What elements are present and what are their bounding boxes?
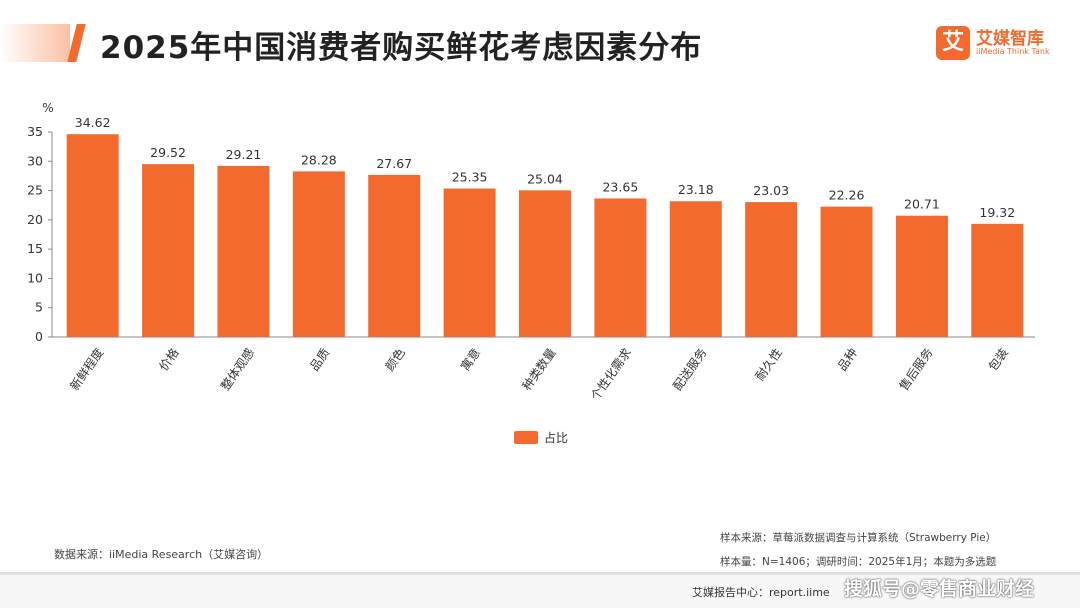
logo-mark-icon: 艾: [936, 26, 970, 60]
logo-name: 艾媒智库: [976, 29, 1044, 49]
y-tick-label: 5: [35, 300, 43, 315]
header: 2025年中国消费者购买鲜花考虑因素分布 艾 艾媒智库 iiMedia Thin…: [0, 0, 1080, 90]
bar: [971, 223, 1024, 337]
x-tick-label: 品质: [307, 346, 332, 374]
bar: [292, 171, 345, 337]
bar: [594, 198, 647, 337]
data-label: 22.26: [829, 188, 865, 203]
x-tick-label: 售后服务: [896, 345, 936, 393]
data-label: 20.71: [904, 197, 940, 212]
title-accent-slash: [67, 24, 86, 62]
data-label: 25.35: [452, 170, 488, 185]
y-tick-label: 25: [27, 183, 43, 198]
data-label: 25.04: [527, 171, 563, 186]
x-tick-label: 包装: [986, 346, 1011, 374]
footer-divider: [0, 572, 1080, 575]
legend-label: 占比: [544, 431, 569, 445]
brand-logo: 艾 艾媒智库 iiMedia Think Tank: [936, 24, 1056, 64]
sample-size-note: 样本量：N=1406；调研时间：2025年1月；本题为多选题: [720, 556, 997, 568]
bar-chart: % 0 5 10 15 20 25 30 35 34.62 新鲜程度 29.52 价格 29.21 整体观感…: [27, 101, 1035, 403]
y-tick-label: 20: [27, 212, 43, 227]
bar: [142, 164, 195, 337]
data-label: 29.52: [150, 145, 186, 160]
data-label: 28.28: [301, 152, 337, 167]
y-tick-label: 10: [27, 270, 43, 285]
bar: [443, 188, 496, 337]
x-tick-label: 新鲜程度: [67, 345, 107, 393]
y-tick-label: 0: [35, 329, 43, 344]
title-accent-gradient: [0, 24, 70, 62]
bar: [66, 134, 119, 337]
bar: [895, 215, 948, 337]
logo-subtitle: iiMedia Think Tank: [976, 47, 1050, 56]
y-tick-label: 30: [27, 153, 43, 168]
y-axis-unit: %: [42, 101, 53, 115]
bar: [519, 190, 571, 337]
bar: [669, 201, 722, 337]
x-tick-label: 品种: [835, 346, 860, 374]
bar: [820, 206, 873, 337]
x-tick-label: 颜色: [382, 345, 408, 373]
legend-swatch: [514, 431, 538, 444]
footer-band: [0, 575, 1080, 608]
x-tick-label: 个性化需求: [588, 346, 634, 403]
data-label: 34.62: [75, 115, 111, 130]
x-tick-label: 种类数量: [519, 345, 559, 393]
sample-source-note: 样本来源：草莓派数据调查与计算系统（Strawberry Pie）: [720, 532, 997, 544]
data-label: 27.67: [376, 156, 412, 171]
data-label: 19.32: [979, 205, 1015, 220]
data-source: 数据来源：iiMedia Research（艾媒咨询）: [54, 548, 269, 561]
data-label: 23.03: [753, 183, 789, 198]
watermark: 搜狐号@零售商业财经: [844, 578, 1035, 600]
y-tick-label: 35: [27, 124, 43, 139]
x-tick-label: 寓意: [457, 345, 483, 373]
bar: [217, 165, 270, 337]
x-tick-label: 耐久性: [753, 346, 785, 384]
bar: [745, 202, 798, 337]
report-center-link[interactable]: 艾媒报告中心：report.iime: [692, 586, 830, 599]
x-tick-label: 配送服务: [670, 345, 710, 393]
bar: [368, 174, 421, 337]
x-tick-label: 价格: [156, 345, 182, 373]
data-label: 23.65: [602, 179, 638, 194]
x-tick-label: 整体观感: [217, 345, 257, 393]
page-title: 2025年中国消费者购买鲜花考虑因素分布: [100, 30, 703, 66]
data-label: 29.21: [226, 147, 262, 162]
y-tick-label: 15: [27, 241, 43, 256]
data-label: 23.18: [678, 182, 714, 197]
